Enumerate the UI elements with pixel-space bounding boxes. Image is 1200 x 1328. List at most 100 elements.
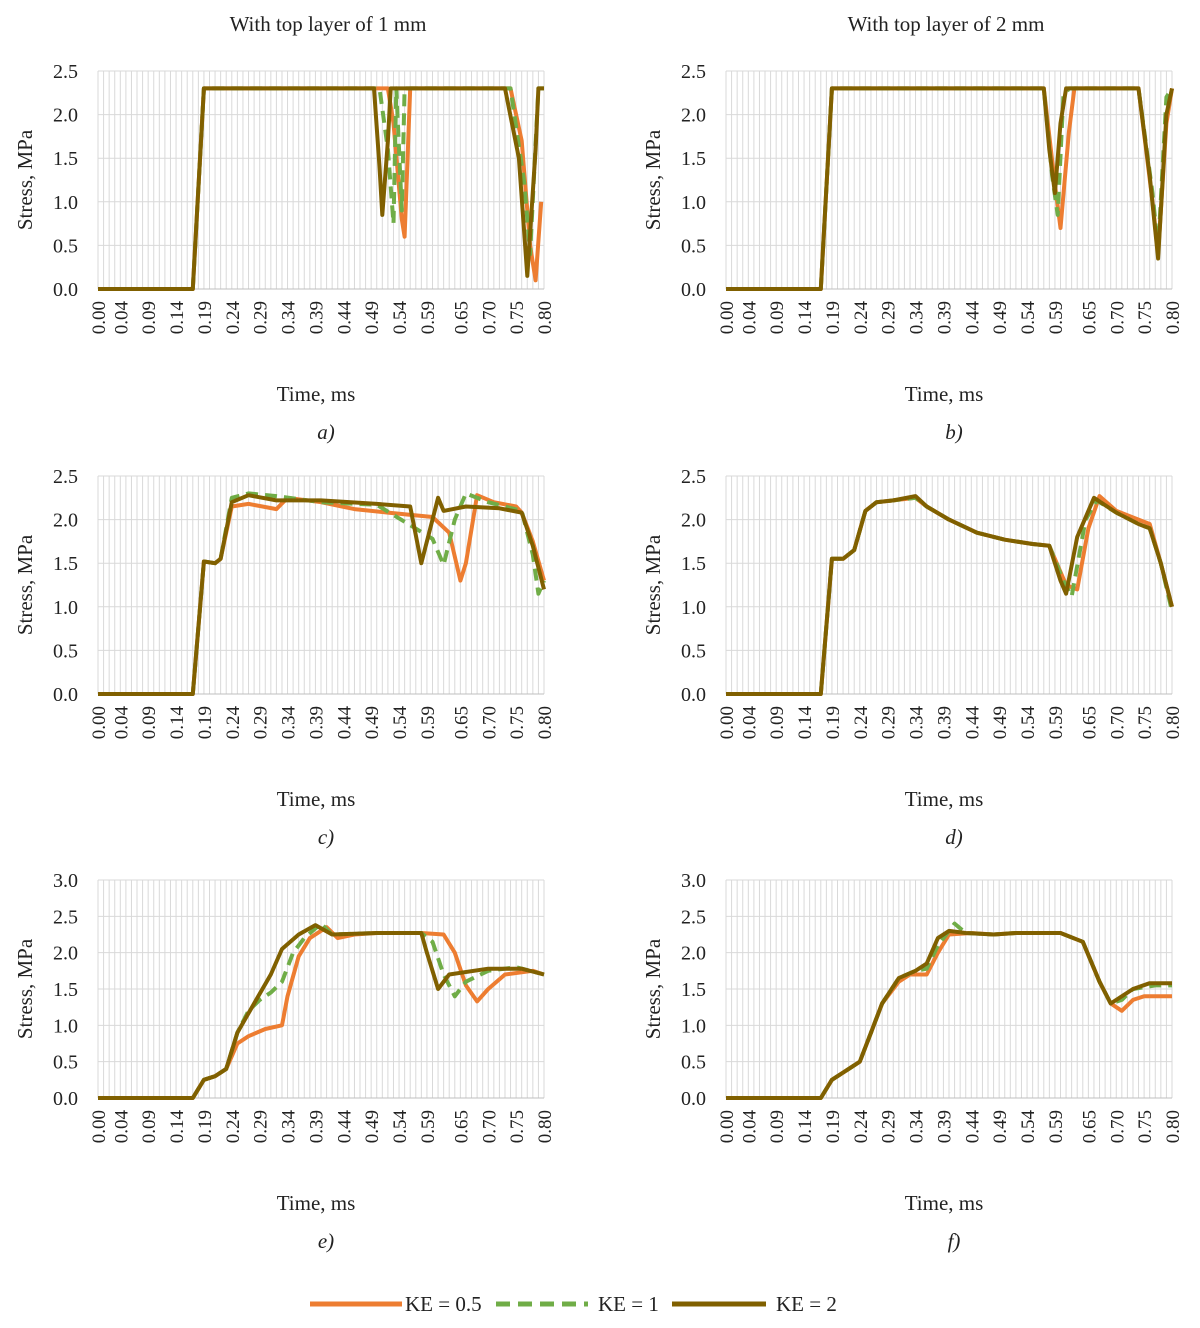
x-tick-label: 0.14	[795, 706, 816, 740]
y-tick-label: 1.0	[53, 597, 78, 619]
x-tick-label: 0.54	[390, 706, 411, 740]
x-tick-label: 0.54	[390, 301, 411, 335]
legend-label: KE = 2	[776, 1292, 837, 1316]
x-tick-label: 0.14	[167, 706, 188, 740]
series-line	[726, 494, 1174, 696]
y-tick-label: 1.0	[681, 192, 706, 214]
y-tick-label: 2.5	[53, 466, 78, 488]
x-tick-label: 0.49	[990, 1110, 1011, 1143]
y-tick-label: 1.0	[53, 1015, 78, 1037]
y-tick-label: 0.5	[681, 640, 706, 662]
y-tick-label: 0.0	[681, 684, 706, 706]
x-tick-label: 0.34	[907, 706, 928, 740]
x-tick-label: 0.59	[418, 1110, 439, 1143]
x-tick-label: 0.19	[195, 1110, 216, 1143]
x-tick-label: 0.44	[962, 301, 983, 335]
x-tick-label: 0.00	[89, 706, 110, 739]
x-tick-label: 0.00	[89, 1110, 110, 1143]
x-tick-label: 0.19	[823, 1110, 844, 1143]
panel-label: f)	[948, 1229, 961, 1253]
y-axis-label: Stress, MPa	[13, 938, 37, 1039]
y-tick-label: 1.0	[681, 1015, 706, 1037]
chart-panel-1: 0.0 0.5 1.0 1.5 2.0 2.5 0.00 0.04 0.09 0.14 0.19 0.…	[13, 61, 556, 444]
x-tick-label: 0.44	[334, 1110, 355, 1144]
x-tick-label: 0.29	[879, 706, 900, 739]
x-tick-label: 0.65	[1079, 706, 1100, 739]
x-tick-label: 0.75	[507, 1110, 528, 1143]
panel-label: d)	[945, 825, 963, 849]
x-tick-label: 0.80	[535, 301, 556, 334]
y-tick-label: 2.5	[681, 906, 706, 928]
y-tick-label: 0.5	[681, 1052, 706, 1074]
x-tick-label: 0.14	[167, 301, 188, 335]
x-tick-label: 0.70	[1107, 706, 1128, 739]
x-tick-label: 0.24	[223, 1110, 244, 1144]
x-tick-label: 0.00	[717, 301, 738, 334]
y-tick-label: 0.5	[53, 640, 78, 662]
x-tick-label: 0.44	[334, 301, 355, 335]
x-tick-label: 0.29	[879, 1110, 900, 1143]
legend-label: KE = 1	[598, 1292, 659, 1316]
x-tick-label: 0.00	[717, 1110, 738, 1143]
x-tick-label: 0.29	[251, 1110, 272, 1143]
x-tick-label: 0.09	[767, 1110, 788, 1143]
x-tick-label: 0.44	[962, 1110, 983, 1144]
chart-panel-2: 0.0 0.5 1.0 1.5 2.0 2.5 0.00 0.04 0.09 0.14 0.19 0.…	[641, 61, 1184, 444]
y-axis-label: Stress, MPa	[641, 938, 665, 1039]
x-tick-label: 0.54	[1018, 706, 1039, 740]
y-tick-label: 0.0	[53, 279, 78, 301]
x-tick-label: 0.75	[1135, 301, 1156, 334]
y-tick-label: 2.0	[681, 510, 706, 532]
x-tick-label: 0.04	[111, 1110, 132, 1144]
y-tick-label: 1.5	[681, 553, 706, 575]
x-tick-label: 0.39	[306, 706, 327, 739]
x-tick-label: 0.80	[1163, 301, 1184, 334]
chart-panel-3: 0.0 0.5 1.0 1.5 2.0 2.5 0.00 0.04 0.09 0.14 0.19 0.…	[13, 466, 556, 849]
y-axis-label: Stress, MPa	[13, 534, 37, 635]
x-tick-label: 0.34	[279, 706, 300, 740]
y-tick-label: 2.5	[681, 466, 706, 488]
x-tick-label: 0.44	[334, 706, 355, 740]
x-tick-label: 0.65	[451, 1110, 472, 1143]
x-tick-label: 0.24	[223, 706, 244, 740]
x-tick-label: 0.70	[479, 301, 500, 334]
y-tick-label: 0.5	[681, 235, 706, 257]
y-tick-label: 2.0	[53, 105, 78, 127]
x-tick-label: 0.54	[1018, 301, 1039, 335]
x-tick-label: 0.59	[1046, 706, 1067, 739]
x-tick-label: 0.44	[962, 706, 983, 740]
x-tick-label: 0.00	[717, 706, 738, 739]
series-line	[726, 928, 1172, 1100]
x-tick-label: 0.49	[362, 1110, 383, 1143]
y-tick-label: 1.5	[681, 979, 706, 1001]
x-tick-label: 0.14	[795, 1110, 816, 1144]
x-tick-label: 0.19	[823, 301, 844, 334]
x-tick-label: 0.70	[1107, 301, 1128, 334]
x-tick-label: 0.80	[535, 1110, 556, 1143]
series-line	[726, 86, 1174, 291]
x-tick-label: 0.65	[451, 706, 472, 739]
x-tick-label: 0.59	[1046, 1110, 1067, 1143]
x-tick-label: 0.59	[418, 706, 439, 739]
series-line	[98, 493, 546, 696]
x-tick-label: 0.59	[418, 301, 439, 334]
column-title-right: With top layer of 2 mm	[847, 12, 1045, 36]
x-tick-label: 0.54	[390, 1110, 411, 1144]
x-axis-label: Time, ms	[905, 787, 984, 811]
x-tick-label: 0.75	[507, 301, 528, 334]
x-tick-label: 0.39	[934, 301, 955, 334]
y-tick-label: 3.0	[53, 870, 78, 892]
x-tick-label: 0.39	[934, 1110, 955, 1143]
x-tick-label: 0.09	[767, 301, 788, 334]
x-tick-label: 0.34	[907, 301, 928, 335]
x-tick-label: 0.09	[139, 706, 160, 739]
x-tick-label: 0.49	[362, 301, 383, 334]
y-tick-label: 2.5	[53, 906, 78, 928]
x-tick-label: 0.34	[279, 301, 300, 335]
y-tick-label: 0.5	[53, 235, 78, 257]
y-tick-label: 1.0	[53, 192, 78, 214]
y-tick-label: 3.0	[681, 870, 706, 892]
y-tick-label: 0.0	[681, 279, 706, 301]
y-axis-label: Stress, MPa	[13, 129, 37, 230]
